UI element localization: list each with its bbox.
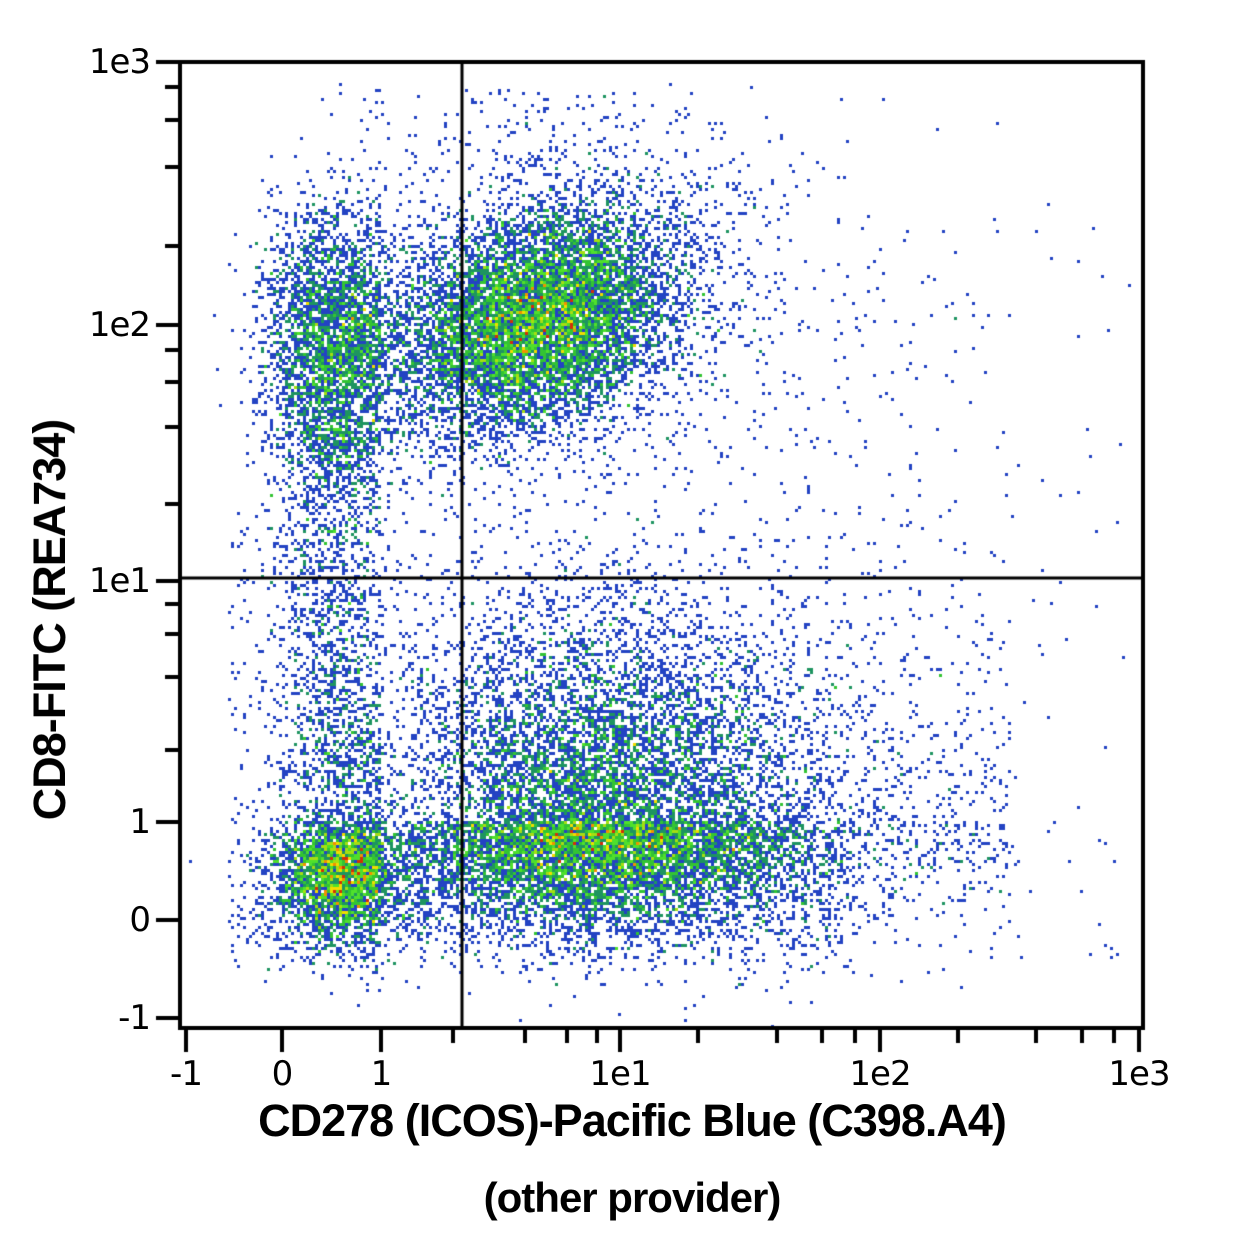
x-tick-label: -1 [170, 1054, 203, 1094]
x-axis-subtitle: (other provider) [483, 1174, 782, 1221]
y-axis-title: CD8-FITC (REA734) [24, 419, 75, 821]
x-tick-label: 1 [370, 1054, 393, 1094]
y-tick-label: 1e2 [88, 305, 151, 345]
x-tick-label: 0 [271, 1054, 294, 1094]
y-tick-label: 0 [129, 900, 151, 940]
x-tick-label: 1e3 [1108, 1054, 1170, 1094]
x-tick-label: 1e2 [849, 1054, 911, 1094]
y-tick-label: -1 [118, 998, 151, 1038]
y-tick-label: 1e1 [88, 561, 151, 601]
x-axis-title: CD278 (ICOS)-Pacific Blue (C398.A4) [258, 1095, 1007, 1146]
y-tick-label: 1e3 [88, 42, 151, 82]
y-tick-label: 1 [129, 802, 151, 842]
x-tick-label: 1e1 [589, 1054, 651, 1094]
